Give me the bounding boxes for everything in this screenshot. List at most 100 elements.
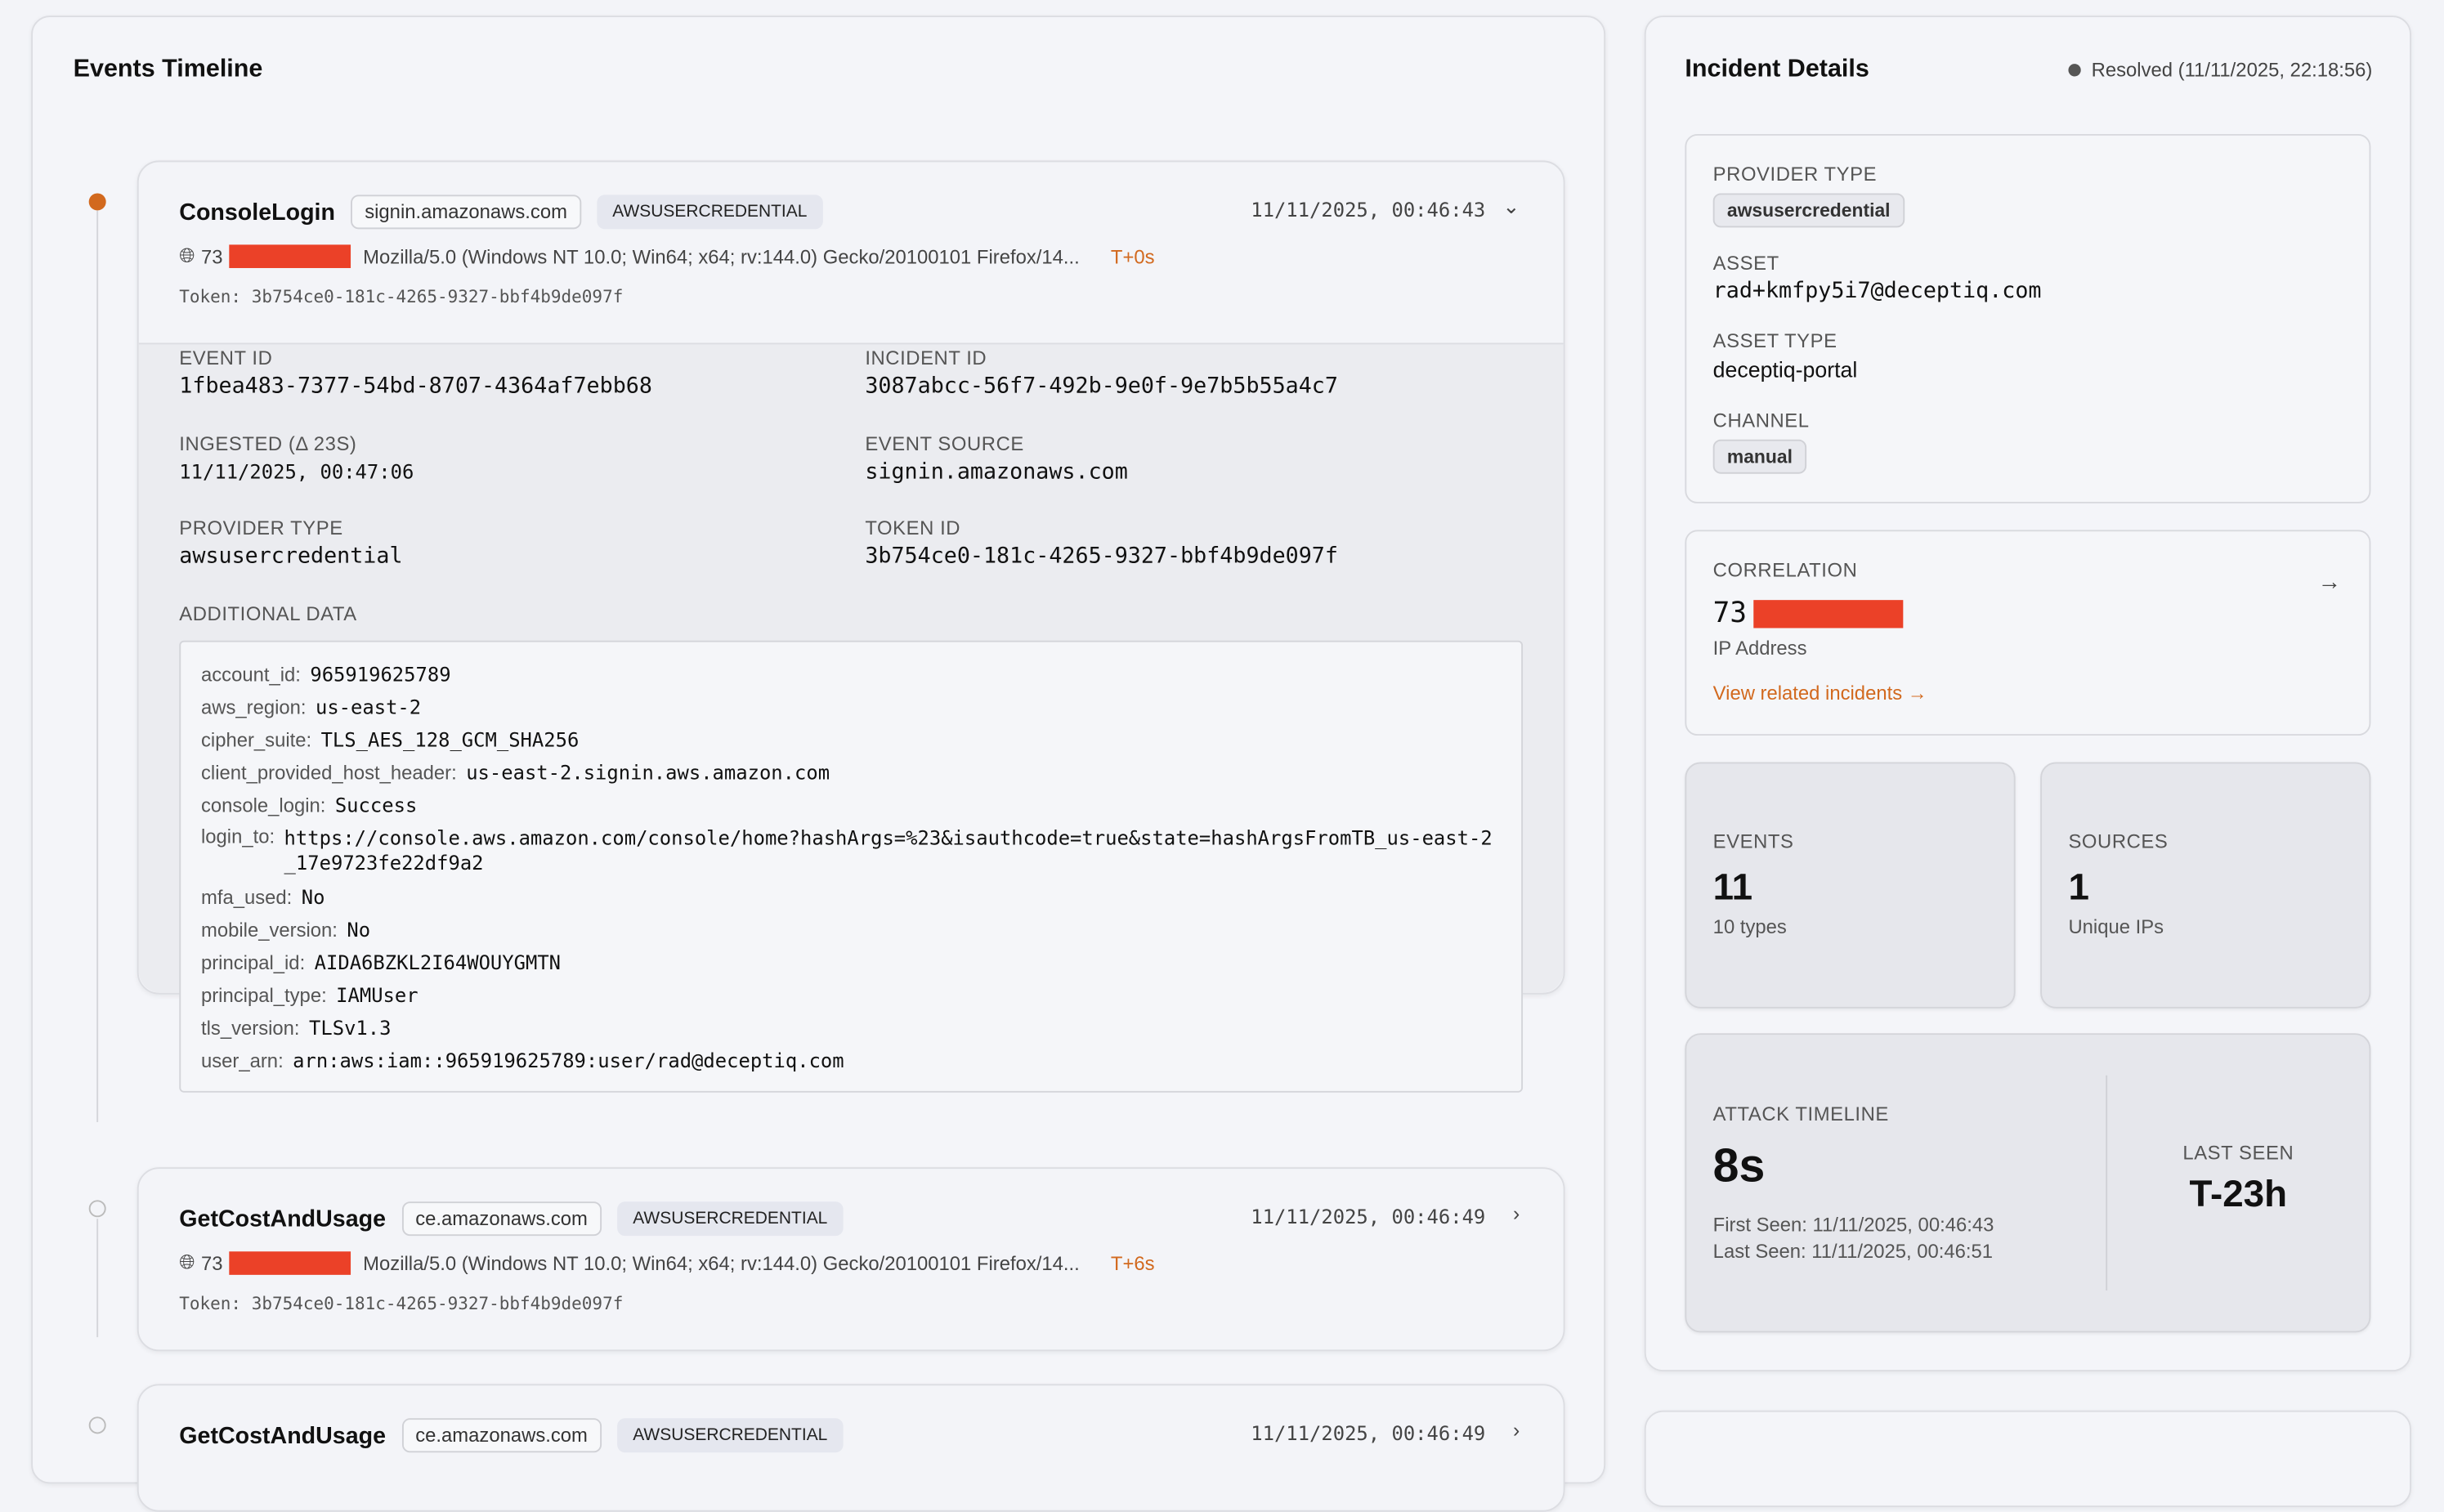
user-agent: Mozilla/5.0 (Windows NT 10.0; Win64; x64… xyxy=(363,245,1080,268)
event-id-value: 1fbea483-7377-54bd-8707-4364af7ebb68 xyxy=(179,374,652,400)
additional-key: user_arn: xyxy=(200,1050,284,1072)
additional-value: us-east-2 xyxy=(315,695,422,719)
incident-id-label: INCIDENT ID xyxy=(865,347,987,369)
provider-type-value: awsusercredential xyxy=(179,544,403,570)
provider-pill: AWSUSERCREDENTIAL xyxy=(597,195,823,230)
additional-data-row: login_to: https://console.aws.amazon.com/… xyxy=(201,826,1495,876)
additional-value: No xyxy=(347,918,371,942)
provider-type-badge: awsusercredential xyxy=(1712,193,1905,228)
additional-value: Success xyxy=(334,793,418,817)
ip-prefix: 73 xyxy=(201,1252,223,1274)
asset-type-value: deceptiq-portal xyxy=(1712,356,1858,382)
globe-icon: 🌐︎ xyxy=(179,244,195,267)
additional-key: aws_region: xyxy=(200,696,307,719)
event-token: Token: 3b754ce0-181c-4265-9327-bbf4b9de0… xyxy=(179,1293,624,1314)
correlation-label: CORRELATION xyxy=(1712,559,1858,582)
sources-count: 1 xyxy=(2068,866,2089,909)
next-panel xyxy=(1644,1410,2411,1507)
event-name: ConsoleLogin xyxy=(179,199,335,226)
additional-data-row: mfa_used: No xyxy=(201,885,325,909)
additional-value: TLS_AES_128_GCM_SHA256 xyxy=(320,727,580,752)
events-stat-card: EVENTS 11 10 types xyxy=(1685,762,2016,1009)
ip-redaction xyxy=(1752,599,1903,628)
events-timeline-title: Events Timeline xyxy=(73,56,263,83)
event-card: ConsoleLogin signin.amazonaws.com AWSUSE… xyxy=(137,160,1565,1093)
ip-redaction xyxy=(229,244,351,268)
event-token: Token: 3b754ce0-181c-4265-9327-bbf4b9de0… xyxy=(179,286,624,307)
event-source-value: signin.amazonaws.com xyxy=(865,459,1128,485)
view-related-incidents-link[interactable]: View related incidents → xyxy=(1712,682,1927,705)
additional-key: cipher_suite: xyxy=(200,729,312,752)
additional-key: tls_version: xyxy=(200,1018,300,1040)
additional-data-row: principal_type: IAMUser xyxy=(201,983,419,1007)
event-source-pill: ce.amazonaws.com xyxy=(401,1418,602,1453)
sources-label: SOURCES xyxy=(2068,830,2169,853)
event-timestamp: 11/11/2025, 00:46:43 xyxy=(1251,198,1486,221)
event-source-label: EVENT SOURCE xyxy=(865,433,1024,455)
additional-key: client_provided_host_header: xyxy=(200,762,457,785)
additional-value: 965919625789 xyxy=(310,662,451,687)
provider-type-label: PROVIDER TYPE xyxy=(179,517,343,539)
additional-key: account_id: xyxy=(200,664,301,687)
additional-value: us-east-2.signin.aws.amazon.com xyxy=(466,760,830,785)
timeline-dot xyxy=(88,1200,106,1218)
provider-pill: AWSUSERCREDENTIAL xyxy=(617,1201,844,1237)
divider xyxy=(2106,1075,2108,1291)
asset-value: rad+kmfpy5i7@deceptiq.com xyxy=(1712,279,2042,304)
additional-data-row: console_login: Success xyxy=(201,794,417,817)
channel-label: CHANNEL xyxy=(1712,409,1810,432)
additional-data-row: mobile_version: No xyxy=(201,918,370,942)
event-source-pill: signin.amazonaws.com xyxy=(351,195,582,230)
event-name: GetCostAndUsage xyxy=(179,1205,387,1232)
attack-timeline-label: ATTACK TIMELINE xyxy=(1712,1103,1889,1125)
globe-icon: 🌐︎ xyxy=(179,1251,195,1273)
token-id-value: 3b754ce0-181c-4265-9327-bbf4b9de097f xyxy=(865,544,1338,570)
additional-data-box: account_id: 965919625789 aws_region: us-eas… xyxy=(179,640,1524,1093)
additional-value: AIDA6BZKL2I64WOUYGMTN xyxy=(314,951,562,974)
event-id-label: EVENT ID xyxy=(179,347,273,369)
event-card[interactable]: GetCostAndUsage ce.amazonaws.com AWSUSER… xyxy=(137,1384,1565,1512)
event-timestamp: 11/11/2025, 00:46:49 xyxy=(1251,1205,1486,1228)
chevron-right-icon[interactable]: › xyxy=(1512,1418,1520,1442)
sources-sub: Unique IPs xyxy=(2068,916,2164,938)
additional-key: console_login: xyxy=(200,794,326,817)
event-details: EVENT ID 1fbea483-7377-54bd-8707-4364af7e… xyxy=(138,342,1564,1093)
event-source-pill: ce.amazonaws.com xyxy=(401,1201,602,1237)
timeline-dot-active xyxy=(88,193,106,211)
additional-value: arn:aws:iam::965919625789:user/rad@decep… xyxy=(293,1049,844,1072)
additional-data-row: cipher_suite: TLS_AES_128_GCM_SHA256 xyxy=(201,728,579,752)
additional-key: mobile_version: xyxy=(200,919,338,942)
token-id-label: TOKEN ID xyxy=(865,517,961,539)
channel-badge: manual xyxy=(1712,439,1807,474)
events-types: 10 types xyxy=(1712,916,1787,938)
correlation-card: CORRELATION → 73 IP Address View related… xyxy=(1685,530,2371,736)
event-card[interactable]: GetCostAndUsage ce.amazonaws.com AWSUSER… xyxy=(137,1167,1565,1352)
event-timestamp: 11/11/2025, 00:46:49 xyxy=(1251,1421,1486,1445)
status-text: Resolved (11/11/2025, 22:18:56) xyxy=(2091,59,2373,82)
arrow-right-icon[interactable]: → xyxy=(2317,569,2342,596)
incident-id-value: 3087abcc-56f7-492b-9e0f-9e7b5b55a4c7 xyxy=(865,374,1338,400)
chevron-right-icon[interactable]: › xyxy=(1512,1201,1520,1225)
ip-prefix: 73 xyxy=(201,245,223,268)
additional-key: login_to: xyxy=(200,825,275,848)
provider-type-label: PROVIDER TYPE xyxy=(1712,163,1878,186)
timeline-line xyxy=(96,210,99,1122)
events-label: EVENTS xyxy=(1712,830,1794,853)
first-seen: First Seen: 11/11/2025, 00:46:43 xyxy=(1712,1214,1994,1237)
additional-data-row: account_id: 965919625789 xyxy=(201,662,451,686)
provider-pill: AWSUSERCREDENTIAL xyxy=(617,1418,844,1453)
attack-duration: 8s xyxy=(1712,1140,1766,1192)
additional-data-label: ADDITIONAL DATA xyxy=(179,602,357,625)
time-offset: T+6s xyxy=(1110,1252,1155,1274)
event-name: GetCostAndUsage xyxy=(179,1422,387,1449)
asset-type-label: ASSET TYPE xyxy=(1712,330,1837,352)
last-seen: Last Seen: 11/11/2025, 00:46:51 xyxy=(1712,1240,1994,1263)
last-seen-label: LAST SEEN xyxy=(2182,1142,2294,1165)
additional-data-row: aws_region: us-east-2 xyxy=(201,695,421,718)
additional-key: principal_id: xyxy=(200,952,306,974)
attack-timeline-card: ATTACK TIMELINE 8s First Seen: 11/11/202… xyxy=(1685,1033,2371,1333)
correlation-type: IP Address xyxy=(1712,637,1807,660)
chevron-down-icon[interactable]: ⌄ xyxy=(1502,195,1520,218)
additional-value: No xyxy=(301,885,325,909)
event-header[interactable]: ConsoleLogin signin.amazonaws.com AWSUSE… xyxy=(139,162,1564,342)
